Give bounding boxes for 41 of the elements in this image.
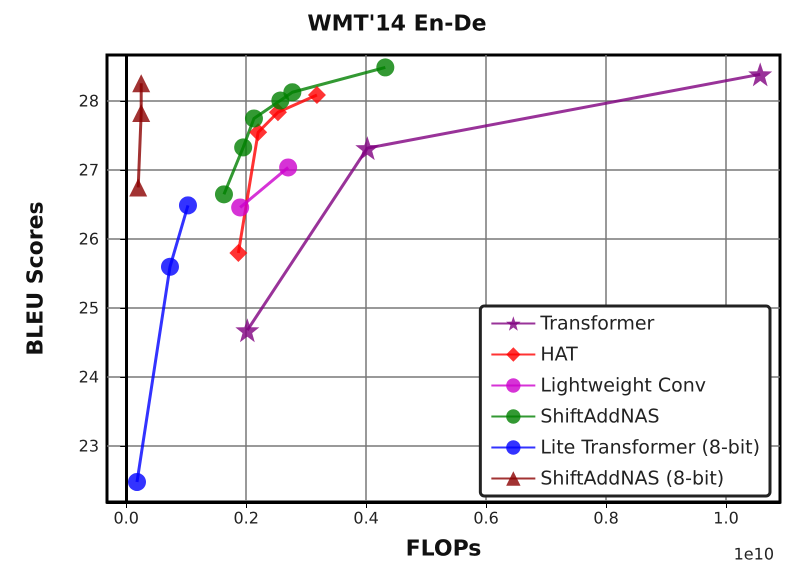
point [128,473,146,491]
x-tick-label: 0.6 [473,508,499,528]
x-tick-label: 0.2 [233,508,259,528]
point [308,86,326,104]
legend-label: HAT [540,344,578,366]
y-tick-label: 24 [78,368,99,387]
point [214,185,233,204]
point [229,244,248,262]
point [178,196,197,214]
legend-label: Lightweight Conv [540,374,706,396]
y-tick-label: 26 [78,230,99,249]
point [279,158,298,176]
point [283,83,302,102]
point [231,198,250,216]
point [234,138,252,156]
y-axis-title: BLEU Scores [24,201,48,356]
chart-title: WMT'14 En-De [307,12,487,36]
x-tick-label: 1.0 [713,508,739,528]
text: 1e10 [734,544,774,564]
legend-label: ShiftAddNAS [540,406,660,428]
legend-label: ShiftAddNAS (8-bit) [540,468,724,490]
point [235,318,260,342]
y-tick-label: 28 [78,92,99,111]
point [129,178,148,196]
point [748,62,772,86]
point [161,258,179,276]
x-tick-label: 0.0 [113,508,139,528]
point [132,74,150,92]
y-tick-label: 27 [78,160,99,180]
x-tick-label: 0.4 [353,508,379,528]
point [355,136,380,160]
legend-label: Transformer [539,312,655,334]
point [132,104,150,122]
y-tick-label: 23 [78,436,99,456]
x-tick-label: 0.8 [593,508,619,528]
y-tick-label: 25 [78,298,99,318]
x-axis-title: FLOPs [406,536,482,562]
point [249,123,268,142]
legend-label: Lite Transformer (8-bit) [540,436,760,458]
point [376,58,394,76]
point [244,109,263,128]
